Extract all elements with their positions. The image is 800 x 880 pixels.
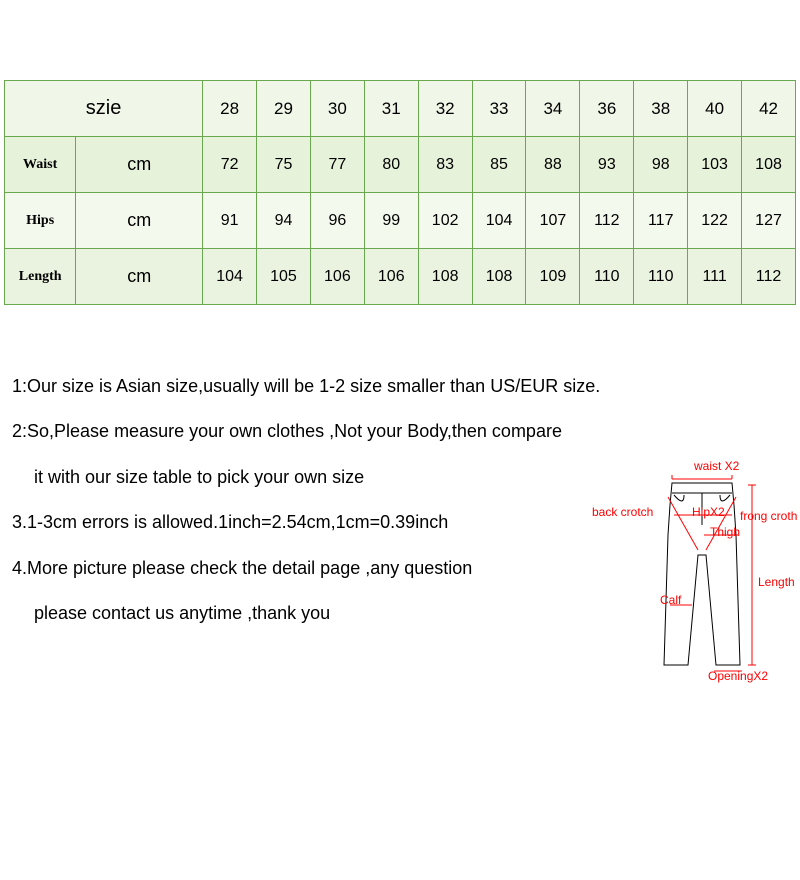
cell: 93 — [580, 137, 634, 193]
cell: 117 — [634, 193, 688, 249]
size-col: 36 — [580, 81, 634, 137]
table-row: Hips cm 91 94 96 99 102 104 107 112 117 … — [5, 193, 796, 249]
cell: 104 — [472, 193, 526, 249]
diagram-label-backcrotch: back crotch — [592, 505, 653, 521]
size-col: 28 — [203, 81, 257, 137]
size-col: 29 — [257, 81, 311, 137]
row-label-waist: Waist — [5, 137, 76, 193]
diagram-label-length: Length — [758, 575, 795, 591]
size-col: 34 — [526, 81, 580, 137]
cell: 112 — [580, 193, 634, 249]
cell: 80 — [364, 137, 418, 193]
diagram-label-waist: waist X2 — [694, 459, 739, 475]
unit-cell: cm — [76, 137, 203, 193]
diagram-label-calf: Calf — [660, 593, 681, 609]
cell: 99 — [364, 193, 418, 249]
unit-cell: cm — [76, 193, 203, 249]
size-col: 40 — [688, 81, 742, 137]
header-label: szie — [5, 81, 203, 137]
cell: 122 — [688, 193, 742, 249]
diagram-label-thigh: Thigh — [710, 525, 740, 541]
size-col: 38 — [634, 81, 688, 137]
unit-cell: cm — [76, 249, 203, 305]
cell: 94 — [257, 193, 311, 249]
note-1: 1:Our size is Asian size,usually will be… — [12, 375, 772, 398]
size-table: szie 28 29 30 31 32 33 34 36 38 40 42 Wa… — [4, 80, 796, 305]
cell: 98 — [634, 137, 688, 193]
cell: 110 — [580, 249, 634, 305]
cell: 75 — [257, 137, 311, 193]
cell: 102 — [418, 193, 472, 249]
cell: 72 — [203, 137, 257, 193]
cell: 103 — [688, 137, 742, 193]
row-label-length: Length — [5, 249, 76, 305]
cell: 110 — [634, 249, 688, 305]
cell: 96 — [310, 193, 364, 249]
cell: 83 — [418, 137, 472, 193]
cell: 105 — [257, 249, 311, 305]
pants-diagram: waist X2 back crotch HipX2 Thigh frong c… — [612, 465, 792, 685]
cell: 112 — [742, 249, 796, 305]
cell: 106 — [310, 249, 364, 305]
cell: 108 — [742, 137, 796, 193]
cell: 109 — [526, 249, 580, 305]
size-col: 33 — [472, 81, 526, 137]
table-row: Waist cm 72 75 77 80 83 85 88 93 98 103 … — [5, 137, 796, 193]
cell: 85 — [472, 137, 526, 193]
row-label-hips: Hips — [5, 193, 76, 249]
cell: 127 — [742, 193, 796, 249]
size-col: 42 — [742, 81, 796, 137]
cell: 108 — [418, 249, 472, 305]
cell: 91 — [203, 193, 257, 249]
cell: 111 — [688, 249, 742, 305]
cell: 104 — [203, 249, 257, 305]
notes-block: 1:Our size is Asian size,usually will be… — [0, 375, 800, 625]
size-col: 31 — [364, 81, 418, 137]
cell: 77 — [310, 137, 364, 193]
note-2a: 2:So,Please measure your own clothes ,No… — [12, 420, 772, 443]
table-row: Length cm 104 105 106 106 108 108 109 11… — [5, 249, 796, 305]
diagram-label-hip: HipX2 — [692, 505, 725, 521]
cell: 107 — [526, 193, 580, 249]
size-col: 30 — [310, 81, 364, 137]
cell: 108 — [472, 249, 526, 305]
diagram-label-frontcrotch: frong croth — [740, 509, 797, 525]
diagram-label-opening: OpeningX2 — [708, 669, 768, 685]
table-header-row: szie 28 29 30 31 32 33 34 36 38 40 42 — [5, 81, 796, 137]
cell: 106 — [364, 249, 418, 305]
size-col: 32 — [418, 81, 472, 137]
cell: 88 — [526, 137, 580, 193]
